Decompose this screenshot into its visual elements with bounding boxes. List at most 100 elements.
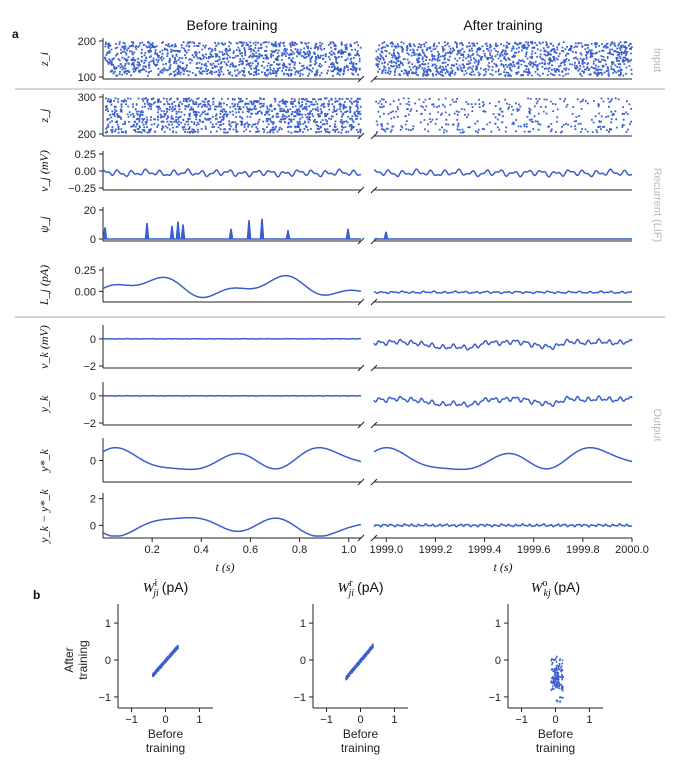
series-line-err_k-after — [373, 522, 633, 528]
pseudo-derivative-spike — [180, 224, 186, 240]
y-tick-label: −2 — [83, 418, 96, 430]
y-axis-label-y_k: y_k — [37, 395, 51, 413]
scatter-y-tick-label: −1 — [293, 692, 306, 704]
spike-raster-z_i-before — [104, 41, 362, 77]
axis-break-mark — [357, 534, 365, 542]
series-line-v_j-after — [373, 168, 633, 178]
section-label-input: Input — [651, 48, 663, 72]
scatter-x-tick-label: −1 — [515, 714, 528, 726]
axis-break-mark — [370, 75, 378, 83]
x-tick-label: 0.6 — [243, 544, 258, 556]
y-axis-label-v_k: v_k (mV) — [37, 325, 51, 369]
y-tick-label: 2 — [90, 494, 96, 506]
y-tick-label: 200 — [78, 129, 96, 141]
series-line-err_k-before — [102, 516, 362, 537]
spike-raster-z_j-after — [375, 97, 633, 134]
scatter-x-tick-label: 0 — [357, 714, 363, 726]
scatter-y-tick-label: 0 — [105, 655, 111, 667]
pseudo-derivative-spike — [383, 231, 389, 240]
axis-break-mark — [370, 132, 378, 140]
axis-break-mark — [357, 186, 365, 194]
scatter-y-tick-label: 1 — [300, 618, 306, 630]
axis-break-mark — [370, 478, 378, 486]
scatter-x-tick-label: 1 — [196, 714, 202, 726]
pseudo-derivative-spike — [228, 228, 234, 240]
y-tick-label: 0 — [90, 334, 96, 346]
column-title-after: After training — [463, 17, 542, 33]
scatter-x-tick-label: 1 — [391, 714, 397, 726]
y-tick-label: 20 — [84, 205, 96, 217]
pseudo-derivative-spike — [259, 218, 265, 240]
scatter-x-tick-label: 0 — [552, 714, 558, 726]
scatter-x-label: training — [341, 741, 380, 755]
y-axis-label-err_k: y_k − y*_k — [37, 489, 51, 544]
series-line-y_star_k-after — [373, 446, 633, 471]
x-axis-label-before: t (s) — [216, 560, 235, 574]
scatter-y-tick-label: −1 — [98, 692, 111, 704]
y-tick-label: 0.25 — [75, 149, 96, 161]
series-line-L_j-before — [102, 274, 362, 299]
axis-break-mark — [370, 186, 378, 194]
y-axis-label-z_j: z_j — [37, 108, 51, 124]
scatter-points — [345, 643, 374, 681]
series-line-v_k-after — [373, 338, 633, 351]
panel-label-b: b — [33, 588, 40, 602]
axis-break-mark — [357, 237, 365, 245]
y-tick-label: 0 — [90, 520, 96, 532]
scatter-x-label: Before — [343, 727, 379, 741]
axis-break-mark — [357, 364, 365, 372]
pseudo-derivative-spike — [144, 222, 150, 240]
scatter-y-label: training — [76, 640, 90, 679]
axis-break-mark — [357, 75, 365, 83]
scatter-y-tick-label: 0 — [495, 655, 501, 667]
y-tick-label: 0 — [90, 391, 96, 403]
y-tick-label: 0.00 — [75, 166, 96, 178]
scatter-points — [151, 644, 179, 677]
axis-break-mark — [357, 298, 365, 306]
section-label-recurrent: Recurrent (LIF) — [651, 168, 663, 243]
scatter-title: Wi ji (pA) — [143, 578, 188, 599]
scatter-x-label: training — [146, 741, 185, 755]
axis-break-mark — [370, 298, 378, 306]
x-tick-label: 1999.8 — [566, 544, 600, 556]
scatter-x-tick-label: −1 — [320, 714, 333, 726]
y-tick-label: −2 — [83, 361, 96, 373]
scatter-x-label: training — [536, 741, 575, 755]
spike-raster-z_i-after — [375, 41, 633, 77]
axis-break-mark — [357, 132, 365, 140]
y-tick-label: 0 — [90, 456, 96, 468]
scatter-points — [550, 655, 564, 703]
x-tick-label: 2000.0 — [615, 544, 649, 556]
y-axis-label-L_j: L_j (pA) — [37, 265, 51, 306]
axis-break-mark — [370, 421, 378, 429]
y-axis-label-psi_j: ψ_j — [37, 215, 51, 232]
x-tick-label: 0.2 — [144, 544, 159, 556]
pseudo-derivative-spike — [285, 230, 291, 240]
y-tick-label: −0.25 — [68, 183, 96, 195]
series-line-y_star_k-before — [102, 446, 362, 471]
x-tick-label: 1999.6 — [517, 544, 551, 556]
section-label-output: Output — [651, 408, 663, 441]
y-axis-label-v_j: v_j (mV) — [37, 150, 51, 192]
axis-break-mark — [370, 364, 378, 372]
axis-break-mark — [370, 534, 378, 542]
x-tick-label: 1.0 — [341, 544, 356, 556]
scatter-x-label: Before — [538, 727, 574, 741]
pseudo-derivative-spike — [345, 228, 351, 240]
y-tick-label: 200 — [78, 36, 96, 48]
scatter-y-tick-label: 0 — [300, 655, 306, 667]
y-tick-label: 0.25 — [75, 265, 96, 277]
x-tick-label: 1999.2 — [419, 544, 453, 556]
scatter-title: Wr ji (pA) — [337, 578, 383, 599]
pseudo-derivative-spike — [102, 227, 108, 240]
column-title-before: Before training — [186, 17, 277, 33]
series-line-y_k-before — [102, 394, 362, 397]
y-axis-label-z_i: z_i — [37, 52, 51, 67]
y-tick-label: 0 — [90, 234, 96, 246]
pseudo-derivative-spike — [246, 220, 252, 240]
x-tick-label: 1999.4 — [468, 544, 502, 556]
scatter-y-tick-label: −1 — [488, 692, 501, 704]
